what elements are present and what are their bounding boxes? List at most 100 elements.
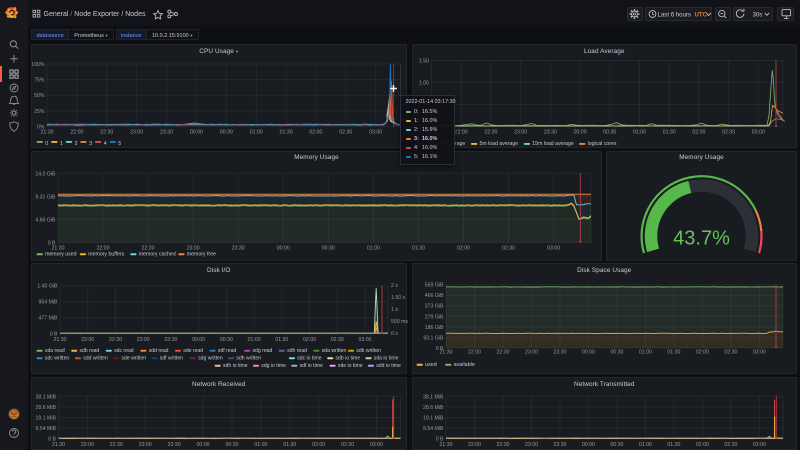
- svg-text:00:30: 00:30: [220, 337, 233, 343]
- svg-text:01:30: 01:30: [667, 442, 680, 448]
- svg-text:used: used: [425, 362, 437, 368]
- svg-text:21:30: 21:30: [41, 130, 54, 136]
- svg-text:21:30: 21:30: [440, 350, 453, 356]
- svg-text:02:30: 02:30: [331, 337, 344, 343]
- svg-text:22:00: 22:00: [70, 130, 83, 136]
- svg-text:23:30: 23:30: [160, 130, 173, 136]
- svg-text:02:00: 02:00: [696, 442, 709, 448]
- svg-text:02:00: 02:00: [312, 442, 325, 448]
- svg-text:03:00: 03:00: [359, 337, 372, 343]
- svg-text:General / Node Exporter / Node: General / Node Exporter / Nodes: [44, 11, 146, 18]
- svg-text:1.50 s: 1.50 s: [391, 295, 406, 301]
- svg-text:22:00: 22:00: [468, 350, 481, 356]
- svg-text:01:30: 01:30: [412, 246, 425, 252]
- svg-text:memory used: memory used: [45, 252, 77, 258]
- svg-text:1 s: 1 s: [391, 307, 398, 313]
- svg-text:sdc io time: sdc io time: [297, 356, 322, 362]
- svg-text:23:00: 23:00: [525, 442, 538, 448]
- svg-text:memory free: memory free: [187, 252, 216, 258]
- svg-text:sdg read: sdg read: [253, 348, 273, 354]
- svg-text:1.50: 1.50: [419, 59, 429, 65]
- svg-text:00:00: 00:00: [574, 130, 587, 136]
- svg-text:02:00: 02:00: [696, 350, 709, 356]
- svg-text:00:30: 00:30: [610, 442, 623, 448]
- svg-text:21:30: 21:30: [440, 442, 453, 448]
- svg-text:28.6 MiB: 28.6 MiB: [36, 405, 57, 411]
- svg-text:22:00: 22:00: [468, 442, 481, 448]
- svg-text:sda read: sda read: [45, 348, 65, 354]
- svg-text:0 B: 0 B: [48, 241, 56, 247]
- svg-text:sdc read: sdc read: [114, 348, 134, 354]
- svg-text:22:00: 22:00: [455, 130, 468, 136]
- svg-text:23:30: 23:30: [553, 442, 566, 448]
- svg-text:279 GiB: 279 GiB: [425, 314, 444, 320]
- svg-text:01:30: 01:30: [283, 442, 296, 448]
- svg-text:01:00: 01:00: [633, 130, 646, 136]
- svg-text:14.0 GiB: 14.0 GiB: [35, 171, 56, 177]
- svg-text:4: 4: [104, 141, 107, 147]
- svg-text:1.40 GiB: 1.40 GiB: [37, 284, 58, 290]
- svg-text:0 B: 0 B: [48, 437, 56, 443]
- svg-text:466 GiB: 466 GiB: [425, 293, 444, 299]
- svg-text:00:30: 00:30: [220, 130, 233, 136]
- svg-text:28.6 MiB: 28.6 MiB: [423, 405, 444, 411]
- svg-text:03:00: 03:00: [753, 442, 766, 448]
- svg-text:2 s: 2 s: [391, 283, 398, 289]
- svg-text:21:30: 21:30: [52, 246, 65, 252]
- svg-text:00:00: 00:00: [582, 442, 595, 448]
- svg-text:23:00: 23:00: [187, 246, 200, 252]
- svg-text:sdb io time: sdb io time: [336, 356, 361, 362]
- svg-text:sdh io time: sdh io time: [223, 363, 248, 369]
- svg-text:memory buffers: memory buffers: [88, 252, 124, 258]
- svg-text:21:30: 21:30: [52, 442, 65, 448]
- svg-text:22:00: 22:00: [81, 337, 94, 343]
- svg-text:01:00: 01:00: [639, 350, 652, 356]
- svg-text:sdf read: sdf read: [218, 348, 237, 354]
- svg-text:03:00: 03:00: [369, 130, 382, 136]
- svg-text:3: 3: [89, 141, 92, 147]
- svg-text:00:00: 00:00: [192, 337, 205, 343]
- svg-text:19.1 MiB: 19.1 MiB: [36, 416, 57, 422]
- svg-text:sdd written: sdd written: [83, 356, 108, 362]
- svg-text:sdb written: sdb written: [356, 348, 381, 354]
- svg-text:02:30: 02:30: [339, 130, 352, 136]
- svg-text:21:30: 21:30: [54, 337, 67, 343]
- svg-text:9.54 MiB: 9.54 MiB: [423, 426, 444, 432]
- svg-text:02:00: 02:00: [309, 130, 322, 136]
- svg-text:01:00: 01:00: [639, 442, 652, 448]
- svg-text:43.7%: 43.7%: [673, 228, 730, 250]
- svg-text:sdh written: sdh written: [236, 356, 261, 362]
- svg-text:23:30: 23:30: [232, 246, 245, 252]
- svg-text:373 GiB: 373 GiB: [425, 304, 444, 310]
- svg-text:03:00: 03:00: [370, 442, 383, 448]
- svg-text:93.1 GiB: 93.1 GiB: [423, 335, 444, 341]
- svg-text:30s: 30s: [753, 11, 763, 18]
- svg-text:sdg written: sdg written: [198, 356, 223, 362]
- svg-text:23:00: 23:00: [139, 442, 152, 448]
- svg-text:sdd read: sdd read: [149, 348, 169, 354]
- svg-text:sdb read: sdb read: [80, 348, 100, 354]
- svg-text:01:30: 01:30: [663, 130, 676, 136]
- svg-text:954 MiB: 954 MiB: [38, 300, 58, 306]
- svg-text:0 B: 0 B: [436, 346, 444, 352]
- svg-text:00:00: 00:00: [582, 350, 595, 356]
- svg-text:23:30: 23:30: [168, 442, 181, 448]
- svg-text:00:30: 00:30: [610, 350, 623, 356]
- svg-text:23:00: 23:00: [514, 130, 527, 136]
- svg-text:01:30: 01:30: [280, 130, 293, 136]
- svg-text:03:00: 03:00: [547, 246, 560, 252]
- svg-text:01:30: 01:30: [667, 350, 680, 356]
- svg-text:sda io time: sda io time: [374, 356, 399, 362]
- svg-text:38.1 MiB: 38.1 MiB: [423, 394, 444, 400]
- svg-text:22:30: 22:30: [109, 337, 122, 343]
- svg-text:15m load average: 15m load average: [532, 141, 574, 147]
- svg-text:00:30: 00:30: [226, 442, 239, 448]
- svg-text:4.66 GiB: 4.66 GiB: [35, 217, 56, 223]
- svg-text:0: 0: [45, 141, 48, 147]
- svg-text:0 s: 0 s: [391, 331, 398, 337]
- svg-text:sdg io time: sdg io time: [261, 363, 286, 369]
- svg-text:19.1 MiB: 19.1 MiB: [423, 416, 444, 422]
- svg-text:23:00: 23:00: [137, 337, 150, 343]
- svg-text:1: 1: [60, 141, 63, 147]
- svg-text:01:00: 01:00: [248, 337, 261, 343]
